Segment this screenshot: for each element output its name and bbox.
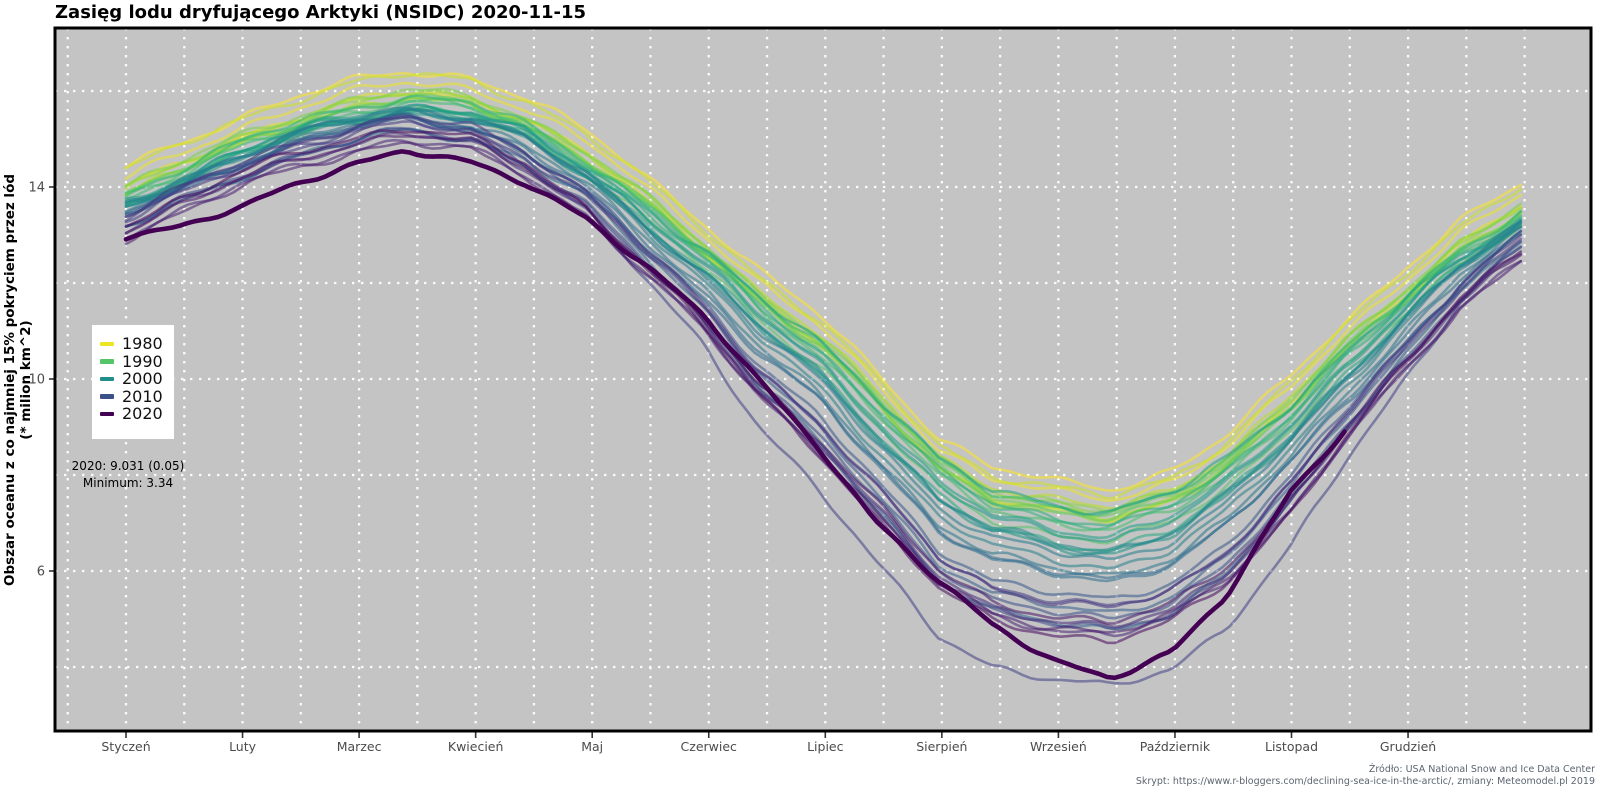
legend-swatch-2020 bbox=[100, 411, 114, 416]
legend-item-1980: 1980 bbox=[100, 335, 174, 353]
legend-swatch-2010 bbox=[100, 394, 114, 399]
annotation-2020-minimum: Minimum: 3.34 bbox=[82, 476, 174, 490]
legend-item-2020: 2020 bbox=[100, 405, 174, 423]
x-axis-label-11: Listopad bbox=[1265, 739, 1318, 754]
series-line-2002 bbox=[124, 108, 1523, 570]
legend: 1980 1990 2000 2010 2020 bbox=[92, 325, 174, 439]
series-line-2012 bbox=[124, 116, 1523, 685]
x-axis-label-1: Styczeń bbox=[101, 739, 150, 754]
x-axis-label-5: Maj bbox=[581, 739, 603, 754]
x-axis-label-10: Październik bbox=[1140, 739, 1211, 754]
series-line-2018 bbox=[124, 134, 1523, 625]
x-axis-label-2: Luty bbox=[229, 739, 257, 754]
caption-source: Źródło: USA National Snow and Ice Data C… bbox=[1368, 764, 1595, 775]
series-line-2003 bbox=[124, 106, 1523, 560]
series-line-1982 bbox=[124, 72, 1523, 500]
legend-swatch-2000 bbox=[100, 376, 114, 381]
series-line-1986 bbox=[124, 88, 1523, 513]
annotation-2020-value: 2020: 9.031 (0.05) bbox=[71, 459, 185, 473]
legend-label-1980: 1980 bbox=[122, 334, 163, 354]
x-axis-label-4: Kwiecień bbox=[448, 739, 504, 754]
y-axis-label-6: 6 bbox=[37, 565, 45, 580]
series-line-2014 bbox=[124, 115, 1523, 609]
legend-item-1990: 1990 bbox=[100, 353, 174, 371]
legend-swatch-1980 bbox=[100, 341, 114, 346]
x-axis-label-7: Lipiec bbox=[807, 739, 844, 754]
caption-script: Skrypt: https://www.r-bloggers.com/decli… bbox=[1135, 775, 1595, 787]
source-caption: Źródło: USA National Snow and Ice Data C… bbox=[1136, 764, 1595, 787]
annotation-2020: 2020: 9.031 (0.05) Minimum: 3.34 bbox=[58, 458, 198, 492]
legend-swatch-1990 bbox=[100, 359, 114, 364]
panel-border bbox=[53, 26, 1593, 733]
y-axis-label-10: 10 bbox=[28, 373, 45, 388]
series-line-2019 bbox=[124, 129, 1523, 645]
legend-label-1990: 1990 bbox=[122, 351, 163, 371]
series-line-1980 bbox=[124, 81, 1523, 502]
y-axis-label-14: 14 bbox=[28, 181, 45, 196]
series-line-1998 bbox=[124, 103, 1523, 543]
legend-item-2010: 2010 bbox=[100, 388, 174, 406]
series-line-2020 bbox=[123, 149, 1347, 681]
legend-label-2020: 2020 bbox=[122, 404, 163, 424]
x-axis-label-3: Marzec bbox=[337, 739, 382, 754]
x-axis-label-9: Wrzesień bbox=[1030, 739, 1087, 754]
legend-label-2010: 2010 bbox=[122, 386, 163, 406]
x-axis-label-12: Grudzień bbox=[1380, 739, 1436, 754]
x-axis-label-8: Sierpień bbox=[916, 739, 967, 754]
series-line-1979 bbox=[124, 71, 1523, 492]
chart-title: Zasięg lodu dryfującego Arktyki (NSIDC) … bbox=[55, 2, 587, 23]
legend-label-2000: 2000 bbox=[122, 369, 163, 389]
legend-item-2000: 2000 bbox=[100, 370, 174, 388]
x-axis-label-6: Czerwiec bbox=[681, 739, 738, 754]
